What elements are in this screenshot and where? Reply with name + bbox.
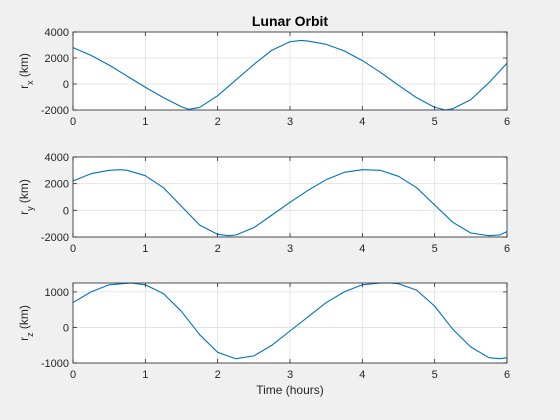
series-line <box>72 282 508 360</box>
y-axis-label-subscript: y <box>25 206 35 211</box>
y-axis-label: ry (km) <box>17 179 35 215</box>
x-tick-label: 5 <box>432 116 438 128</box>
y-tick-label: 2000 <box>45 179 69 191</box>
y-axis-label: rx (km) <box>17 53 35 89</box>
y-axis-label-main: r <box>17 85 31 89</box>
x-tick-label: 2 <box>215 116 221 128</box>
x-tick-label: 6 <box>504 243 510 255</box>
y-axis-label-unit: (km) <box>17 179 31 206</box>
y-axis-label-main: r <box>17 211 31 215</box>
series-line <box>72 169 508 237</box>
x-tick-label: 0 <box>70 243 76 255</box>
x-tick-label: 1 <box>142 243 148 255</box>
x-tick-label: 3 <box>287 116 293 128</box>
x-tick-label: 2 <box>215 243 221 255</box>
x-tick-label: 3 <box>287 369 293 381</box>
x-axis-label: Time (hours) <box>256 383 324 397</box>
y-tick-label: -2000 <box>41 232 69 244</box>
y-axis-label-unit: (km) <box>17 305 31 332</box>
series-line <box>72 39 508 111</box>
x-tick-label: 1 <box>142 116 148 128</box>
y-tick-label: -2000 <box>41 105 69 117</box>
y-axis-label-unit: (km) <box>17 53 31 80</box>
y-tick-label: 0 <box>63 79 69 91</box>
y-tick-label: 0 <box>63 205 69 217</box>
y-axis-label-main: r <box>17 337 31 341</box>
y-axis-label-subscript: z <box>25 332 35 337</box>
x-tick-label: 0 <box>70 116 76 128</box>
x-tick-label: 1 <box>142 369 148 381</box>
y-axis-label: rz (km) <box>17 305 35 341</box>
x-tick-label: 2 <box>215 369 221 381</box>
x-tick-label: 4 <box>359 369 365 381</box>
y-tick-label: 2000 <box>45 53 69 65</box>
x-tick-label: 4 <box>359 116 365 128</box>
x-tick-label: 0 <box>70 369 76 381</box>
y-tick-label: 4000 <box>45 27 69 39</box>
x-tick-label: 6 <box>504 369 510 381</box>
x-tick-label: 4 <box>359 243 365 255</box>
x-tick-label: 3 <box>287 243 293 255</box>
x-tick-label: 6 <box>504 116 510 128</box>
x-tick-label: 5 <box>432 243 438 255</box>
y-tick-label: 0 <box>63 322 69 334</box>
y-axis-label-subscript: x <box>25 80 35 85</box>
x-tick-label: 5 <box>432 369 438 381</box>
y-tick-label: -1000 <box>41 358 69 370</box>
y-tick-label: 4000 <box>45 152 69 164</box>
y-tick-label: 1000 <box>45 287 69 299</box>
chart-title: Lunar Orbit <box>252 13 329 29</box>
